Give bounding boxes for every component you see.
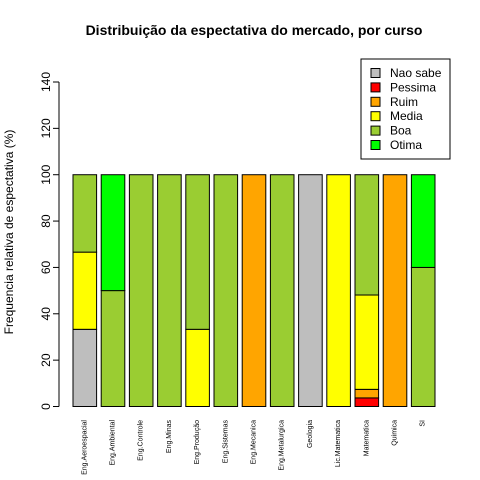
category-label: Eng.Sistemas bbox=[222, 420, 229, 464]
bar-segment bbox=[213, 174, 239, 407]
bar-segment bbox=[72, 328, 98, 408]
category-label: Eng.Aeroespacial bbox=[81, 420, 88, 475]
legend-label: Nao sabe bbox=[390, 66, 442, 80]
bar-segment bbox=[185, 174, 210, 330]
category-label: SI bbox=[420, 420, 427, 427]
chart-title: Distribuição da espectativa do mercado, … bbox=[86, 22, 423, 38]
y-tick-label: 60 bbox=[39, 260, 53, 274]
y-tick-label: 100 bbox=[39, 164, 53, 184]
bars bbox=[72, 174, 436, 408]
y-tick-label: 20 bbox=[39, 353, 53, 367]
category-labels: Eng.Aeroespacial Eng.Ambiental Eng.Control… bbox=[81, 420, 426, 475]
y-tick-label: 140 bbox=[39, 72, 53, 92]
bar-segment bbox=[157, 174, 182, 407]
category-label: Eng.Minas bbox=[166, 420, 173, 454]
category-label: Quimica bbox=[392, 420, 399, 446]
bar-segment bbox=[128, 174, 154, 407]
bar-segment bbox=[382, 174, 408, 407]
bar-segment bbox=[326, 174, 351, 407]
legend-label: Otima bbox=[390, 138, 422, 152]
legend-label: Ruim bbox=[390, 95, 418, 109]
y-tick-label: 40 bbox=[39, 307, 53, 321]
legend-swatch bbox=[370, 96, 381, 107]
y-axis-label: Frequencia relativa de espectativa (%) bbox=[2, 130, 16, 335]
y-tick-label: 80 bbox=[39, 214, 53, 228]
bar-segment bbox=[298, 174, 323, 407]
category-label: Matematica bbox=[363, 420, 370, 456]
bar-segment bbox=[241, 174, 267, 407]
category-label: Eng.Metalurgica bbox=[279, 420, 286, 471]
category-label: Eng.Produção bbox=[194, 420, 201, 464]
bar-segment bbox=[72, 174, 98, 253]
legend-swatch bbox=[370, 125, 381, 136]
category-label: Lic.Matematica bbox=[335, 420, 342, 467]
legend-label: Media bbox=[390, 109, 423, 123]
bar-segment bbox=[410, 174, 436, 268]
y-tick-label: 120 bbox=[39, 118, 53, 138]
bar-segment bbox=[72, 251, 98, 330]
category-label: Eng.Ambiental bbox=[110, 420, 117, 466]
legend-swatch bbox=[370, 82, 381, 93]
category-label: Eng.Mecanica bbox=[251, 420, 258, 464]
legend-swatch bbox=[370, 111, 381, 122]
category-label: Eng.Controle bbox=[138, 420, 145, 461]
bar-segment bbox=[100, 174, 126, 292]
bar-segment bbox=[100, 290, 126, 408]
bar-segment bbox=[185, 328, 210, 408]
category-label: Geologia bbox=[307, 420, 314, 448]
legend-label: Boa bbox=[390, 124, 412, 138]
legend-swatch bbox=[370, 68, 381, 78]
bar-segment bbox=[410, 266, 436, 407]
bar-segment bbox=[354, 294, 380, 390]
legend-label: Pessima bbox=[390, 80, 436, 94]
y-tick-label: 0 bbox=[39, 403, 53, 410]
y-axis: 0 20 40 60 80 100 120 140 bbox=[39, 72, 60, 410]
legend-swatch bbox=[370, 140, 381, 150]
bar-segment bbox=[354, 174, 380, 296]
bar-segment bbox=[354, 397, 380, 407]
bar-segment bbox=[269, 174, 295, 407]
bar-segment bbox=[354, 388, 380, 399]
